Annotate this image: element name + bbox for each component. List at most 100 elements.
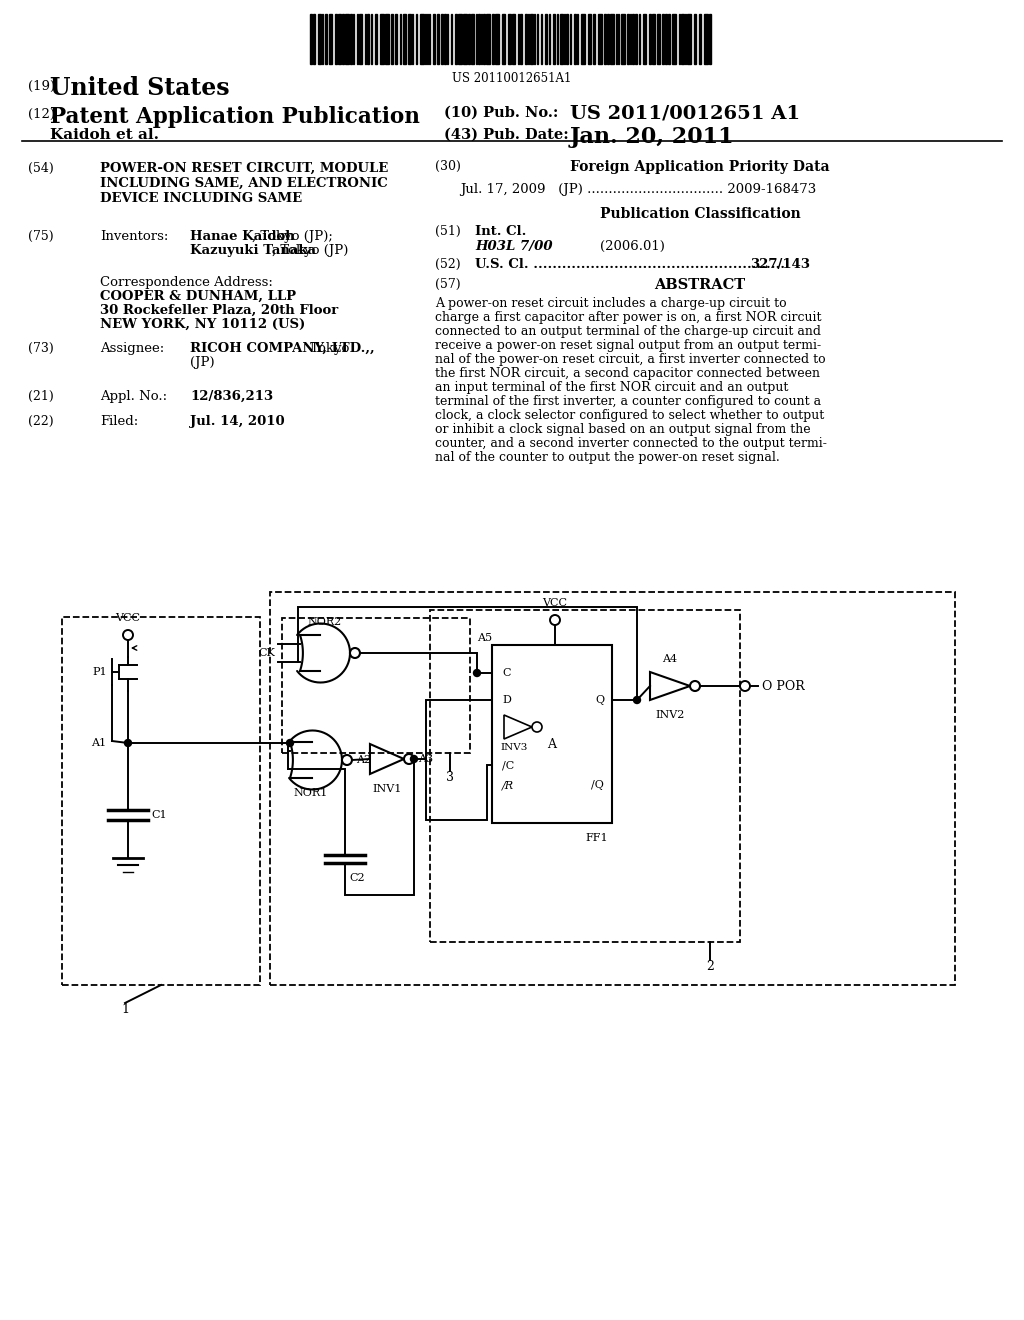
Text: INV1: INV1	[373, 784, 401, 795]
Circle shape	[123, 630, 133, 640]
Bar	[635, 15, 637, 63]
Bar	[668, 15, 670, 63]
Bar	[492, 15, 494, 63]
Text: VCC: VCC	[543, 598, 567, 609]
Text: Jan. 20, 2011: Jan. 20, 2011	[570, 125, 734, 148]
Bar	[699, 15, 701, 63]
Bar	[709, 15, 711, 63]
Text: FF1: FF1	[586, 833, 608, 843]
Bar	[566, 15, 568, 63]
Bar	[478, 15, 480, 63]
Bar	[530, 15, 534, 63]
Text: (75): (75)	[28, 230, 53, 243]
Bar	[672, 15, 676, 63]
Text: INV3: INV3	[500, 743, 527, 752]
Text: C1: C1	[151, 810, 167, 820]
Text: RICOH COMPANY, LTD.,,: RICOH COMPANY, LTD.,,	[190, 342, 375, 355]
Text: Tokyo: Tokyo	[305, 342, 349, 355]
Bar	[694, 15, 696, 63]
Text: Foreign Application Priority Data: Foreign Application Priority Data	[570, 160, 829, 174]
Bar	[652, 15, 655, 63]
Text: US 2011/0012651 A1: US 2011/0012651 A1	[570, 104, 800, 121]
Text: A2: A2	[356, 755, 371, 766]
Text: terminal of the first inverter, a counter configured to count a: terminal of the first inverter, a counte…	[435, 395, 821, 408]
Bar	[395, 15, 397, 63]
Text: COOPER & DUNHAM, LLP: COOPER & DUNHAM, LLP	[100, 290, 296, 304]
Bar	[483, 15, 485, 63]
Bar	[492, 645, 612, 822]
Text: (73): (73)	[28, 342, 53, 355]
Bar	[632, 15, 634, 63]
Text: clock, a clock selector configured to select whether to output: clock, a clock selector configured to se…	[435, 409, 824, 422]
Bar	[607, 15, 609, 63]
Text: NEW YORK, NY 10112 (US): NEW YORK, NY 10112 (US)	[100, 318, 305, 331]
Text: Appl. No.:: Appl. No.:	[100, 389, 167, 403]
Text: (19): (19)	[28, 81, 55, 92]
Text: (52): (52)	[435, 257, 461, 271]
Bar	[508, 15, 511, 63]
Text: H03L 7/00: H03L 7/00	[475, 240, 553, 253]
Bar	[325, 15, 327, 63]
Text: counter, and a second inverter connected to the output termi-: counter, and a second inverter connected…	[435, 437, 826, 450]
Text: Kazuyuki Tanaka: Kazuyuki Tanaka	[190, 244, 316, 257]
Text: P1: P1	[92, 667, 106, 677]
Bar	[329, 15, 332, 63]
Text: 2: 2	[707, 960, 714, 973]
Text: A4: A4	[663, 653, 678, 664]
Bar	[471, 15, 474, 63]
Circle shape	[634, 697, 640, 704]
Bar	[342, 15, 344, 63]
Text: nal of the power-on reset circuit, a first inverter connected to: nal of the power-on reset circuit, a fir…	[435, 352, 825, 366]
Bar	[408, 15, 411, 63]
Bar	[581, 15, 585, 63]
Text: (43) Pub. Date:: (43) Pub. Date:	[444, 128, 568, 143]
Text: (JP): (JP)	[190, 356, 215, 370]
Bar	[463, 15, 467, 63]
Text: Correspondence Address:: Correspondence Address:	[100, 276, 272, 289]
Bar	[520, 15, 522, 63]
Text: (30): (30)	[435, 160, 461, 173]
Bar	[545, 15, 547, 63]
Bar	[441, 15, 443, 63]
Bar	[681, 15, 684, 63]
Bar	[335, 15, 337, 63]
Text: (54): (54)	[28, 162, 53, 176]
Text: VCC: VCC	[116, 612, 140, 623]
Circle shape	[473, 669, 480, 676]
Bar	[444, 15, 446, 63]
Circle shape	[125, 739, 131, 747]
Bar	[380, 15, 384, 63]
Bar	[687, 15, 691, 63]
Text: /C: /C	[502, 760, 514, 770]
Text: (21): (21)	[28, 389, 53, 403]
Text: NOR1: NOR1	[294, 788, 328, 799]
Bar	[318, 15, 321, 63]
Text: 327/143: 327/143	[750, 257, 810, 271]
Text: Hanae Kaidoh: Hanae Kaidoh	[190, 230, 295, 243]
Bar	[553, 15, 555, 63]
Bar	[458, 15, 462, 63]
Text: /R: /R	[502, 780, 514, 789]
Text: NOR2: NOR2	[308, 616, 342, 627]
Text: D: D	[502, 696, 511, 705]
Bar	[310, 15, 312, 63]
Bar	[270, 591, 955, 985]
Text: (2006.01): (2006.01)	[600, 240, 665, 253]
Text: (22): (22)	[28, 414, 53, 428]
Bar	[375, 15, 377, 63]
Text: (51): (51)	[435, 224, 461, 238]
Text: Int. Cl.: Int. Cl.	[475, 224, 526, 238]
Bar	[420, 15, 424, 63]
Bar	[657, 15, 660, 63]
Text: connected to an output terminal of the charge-up circuit and: connected to an output terminal of the c…	[435, 325, 821, 338]
Bar	[495, 15, 499, 63]
Bar	[512, 15, 515, 63]
Bar	[367, 15, 369, 63]
Text: A1: A1	[91, 738, 106, 748]
Text: Q: Q	[595, 696, 604, 705]
Bar	[403, 15, 406, 63]
Bar	[560, 15, 563, 63]
Circle shape	[690, 681, 700, 690]
Bar	[627, 15, 629, 63]
Bar	[705, 15, 708, 63]
